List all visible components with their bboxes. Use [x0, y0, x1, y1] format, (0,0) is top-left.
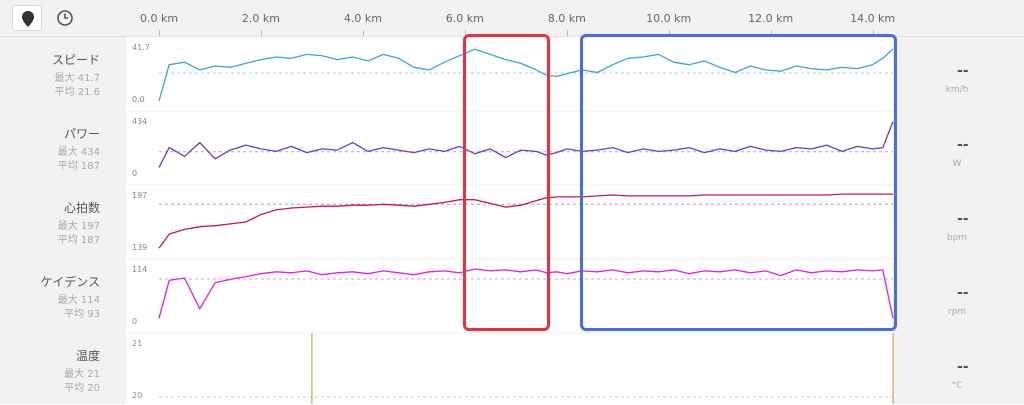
y-min-label: 0	[132, 317, 138, 326]
x-tick-mark	[669, 30, 670, 36]
series-max: 最大 197	[57, 221, 100, 232]
y-min-label: 0	[132, 169, 138, 178]
unit-label: W	[952, 159, 962, 169]
map-view-button[interactable]	[12, 5, 42, 31]
series-line	[158, 193, 893, 249]
series-avg: 平均 93	[64, 309, 100, 320]
x-tick-mark	[771, 30, 772, 36]
series-max: 最大 114	[57, 295, 100, 306]
highlight-box	[580, 34, 897, 331]
chart-toolbar: 0.0 km 2.0 km 4.0 km 6.0 km 8.0 km 10.0 km 12.…	[0, 0, 1024, 37]
y-max-label: 197	[132, 191, 148, 200]
series-avg: 平均 21.6	[54, 87, 100, 98]
x-tick-mark	[261, 30, 262, 36]
row-label-cell: 温度最大 21 平均 20	[0, 333, 126, 405]
current-value: --	[957, 63, 969, 79]
x-tick-label: 2.0 km	[241, 12, 280, 25]
y-min-label: 0.0	[132, 95, 145, 104]
series-max: 最大 21	[64, 369, 100, 380]
x-tick-label: 12.0 km	[748, 12, 794, 25]
y-min-label: 139	[132, 243, 148, 252]
unit-label: bpm	[946, 233, 968, 243]
x-tick-mark	[159, 30, 160, 36]
map-pin-icon	[22, 11, 34, 27]
unit-label: km/h	[945, 85, 969, 95]
series-line	[158, 121, 894, 168]
clock-icon	[57, 10, 73, 26]
current-value: --	[957, 137, 969, 153]
series-avg: 平均 20	[64, 383, 100, 394]
current-value: --	[957, 211, 969, 227]
x-tick-mark	[567, 30, 568, 36]
current-value: --	[957, 285, 969, 301]
current-value: --	[957, 359, 969, 375]
x-tick-label: 6.0 km	[445, 12, 484, 25]
x-tick-label: 4.0 km	[343, 12, 382, 25]
x-tick-label: 0.0 km	[139, 12, 179, 25]
series-line	[158, 268, 894, 319]
x-tick-mark	[363, 30, 364, 36]
row-label-cell: 心拍数最大 197 平均 187	[0, 185, 126, 260]
unit-label: rpm	[947, 307, 967, 317]
x-tick-mark	[465, 30, 466, 36]
row-value-cell	[893, 259, 1024, 334]
y-max-label: 114	[132, 265, 148, 274]
y-max-label: 21	[132, 339, 143, 348]
row-value-cell	[893, 185, 1024, 260]
series-avg: 平均 187	[57, 161, 100, 172]
series-name: ケイデンス	[40, 275, 100, 289]
x-tick-mark	[873, 30, 874, 36]
series-name: スピード	[51, 53, 100, 67]
y-max-label: 434	[132, 117, 148, 126]
x-tick-label: 10.0 km	[646, 12, 692, 25]
y-max-label: 41.7	[132, 43, 150, 52]
series-line	[158, 48, 894, 102]
series-max: 最大 41.7	[54, 73, 100, 84]
series-name: 心拍数	[63, 201, 100, 215]
row-label-cell: スピード最大 41.7 平均 21.6	[0, 37, 126, 112]
highlight-box	[462, 34, 551, 331]
x-tick-label: 8.0 km	[547, 12, 586, 25]
row-label-cell: ケイデンス最大 114 平均 93	[0, 259, 126, 334]
time-view-button[interactable]	[50, 5, 80, 31]
series-max: 最大 434	[57, 147, 100, 158]
y-min-label: 20	[132, 391, 143, 400]
x-tick-label: 14.0 km	[850, 12, 896, 25]
series-name: 温度	[75, 349, 100, 363]
series-name: パワー	[63, 127, 100, 141]
unit-label: °C	[951, 381, 963, 391]
series-avg: 平均 187	[57, 235, 100, 246]
